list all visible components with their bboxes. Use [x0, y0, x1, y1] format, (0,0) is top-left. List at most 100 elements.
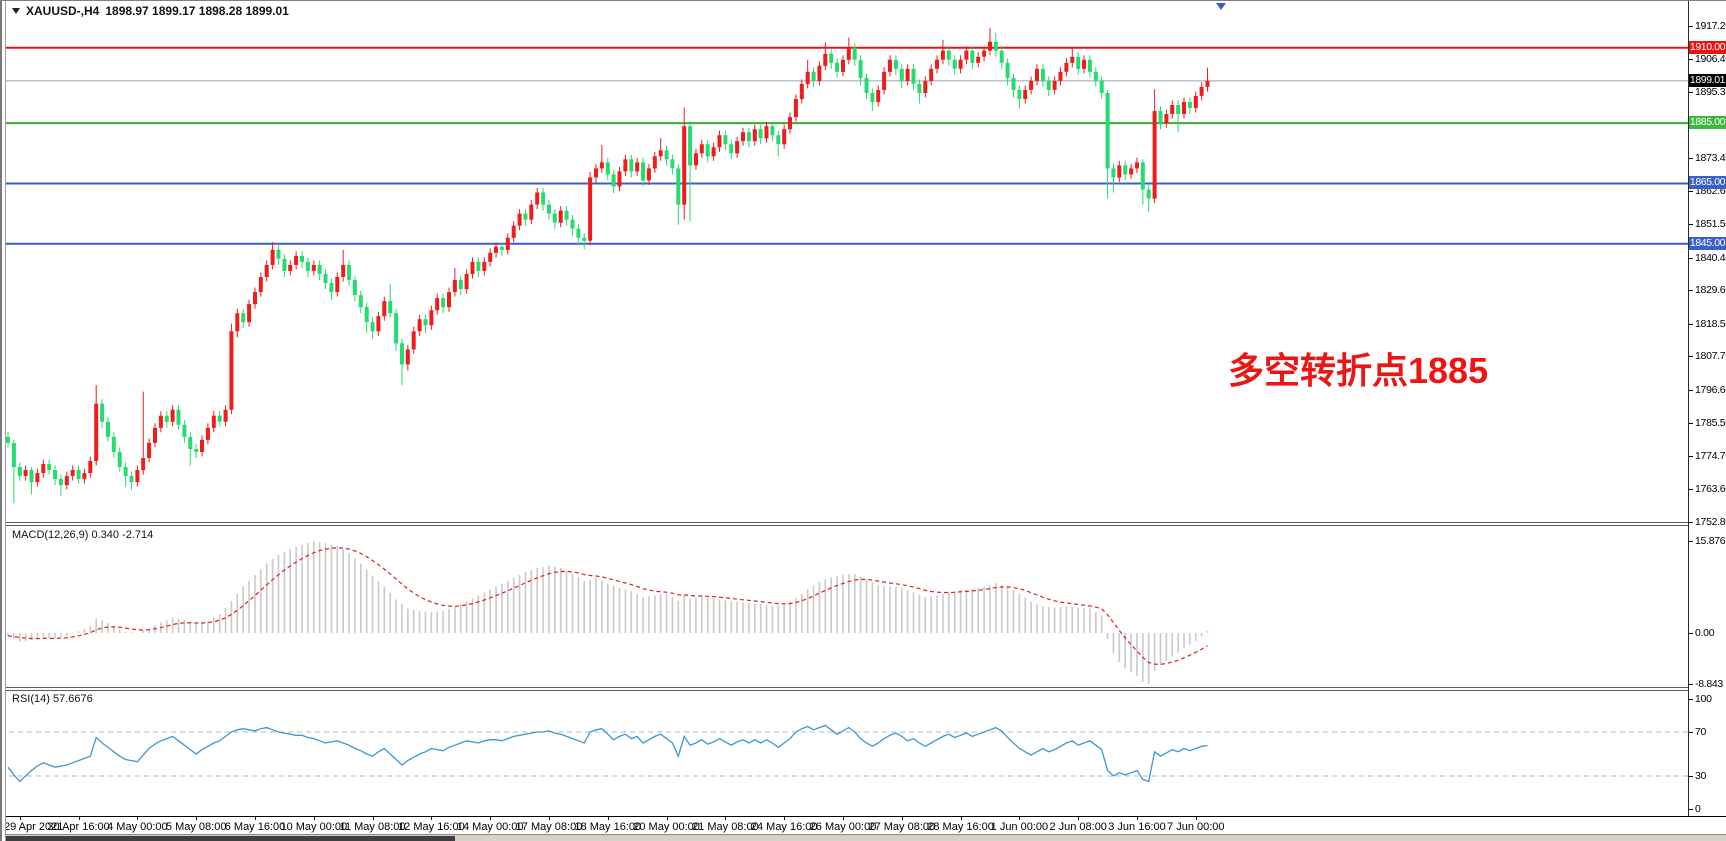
- axis-tick-mark: [1689, 224, 1693, 225]
- time-label: 12 May 16:00: [398, 821, 465, 833]
- candle-body: [370, 322, 375, 332]
- candle-body: [88, 461, 93, 474]
- candle-body: [617, 171, 622, 187]
- candle: [993, 32, 998, 57]
- candle: [47, 459, 52, 475]
- time-label: 26 May 00:00: [809, 821, 877, 833]
- candle: [111, 432, 116, 458]
- macd-panel[interactable]: [0, 526, 1688, 687]
- candle: [864, 73, 869, 99]
- candle: [917, 79, 922, 104]
- rsi-panel[interactable]: [0, 691, 1688, 816]
- candle-body: [488, 252, 493, 262]
- candle: [523, 209, 528, 226]
- main-price-chart[interactable]: 多空转折点1885: [0, 1, 1688, 524]
- panel-separator[interactable]: [0, 522, 1688, 526]
- panel-separator[interactable]: [0, 687, 1688, 691]
- time-axis[interactable]: 29 Apr 2021 30 Apr 16:00 4 May 00:00 5 May …: [0, 816, 1726, 834]
- price-axis[interactable]: 1917.201906.401895.301873.401862.601851.…: [1689, 1, 1726, 833]
- candle: [458, 275, 463, 296]
- candle: [664, 145, 669, 166]
- price-plate-1865.00: 1865.00: [1689, 176, 1726, 189]
- candle-body: [205, 427, 210, 440]
- candle-body: [494, 246, 498, 253]
- candle: [1105, 90, 1110, 199]
- candle: [776, 130, 781, 157]
- candle-body: [341, 264, 346, 277]
- candle-body: [47, 464, 52, 470]
- candle: [835, 58, 840, 78]
- rsi-tick-label: 0: [1695, 803, 1701, 815]
- axis-tick-mark: [1689, 522, 1693, 523]
- candle-body: [106, 421, 110, 437]
- candle: [929, 64, 934, 86]
- candle: [511, 221, 516, 243]
- candle-body: [141, 458, 146, 471]
- candle-body: [329, 283, 334, 292]
- candle-body: [417, 319, 422, 332]
- candle: [247, 299, 252, 327]
- candle-body: [276, 249, 281, 259]
- scrollbar-thumb[interactable]: [0, 836, 455, 841]
- price-plate-1899.01: 1899.01: [1689, 74, 1726, 87]
- candle-body: [1087, 59, 1092, 72]
- candle-body: [29, 470, 34, 483]
- candle: [741, 127, 745, 146]
- price-plate-1885.00: 1885.00: [1689, 116, 1726, 129]
- candle: [829, 49, 834, 69]
- candle-body: [1093, 71, 1098, 81]
- time-tick-mark: [843, 817, 844, 820]
- candle-body: [652, 156, 657, 169]
- candle: [629, 154, 634, 178]
- candle-body: [482, 261, 487, 271]
- candle-body: [6, 436, 10, 443]
- rsi-tick-label: 70: [1695, 726, 1707, 738]
- candle: [1011, 73, 1016, 98]
- horizontal-scrollbar[interactable]: [0, 834, 1726, 841]
- candle: [205, 423, 210, 445]
- candle: [329, 278, 334, 300]
- candle: [529, 200, 534, 225]
- time-tick-mark: [490, 817, 492, 820]
- candle: [1040, 64, 1045, 87]
- candle-body: [699, 144, 704, 154]
- annotation-text[interactable]: 多空转折点1885: [1228, 350, 1488, 391]
- candle: [858, 55, 863, 86]
- candle-body: [1005, 62, 1010, 78]
- candle-body: [635, 162, 640, 172]
- time-label: 1 Jun 00:00: [990, 821, 1049, 833]
- candle: [1046, 76, 1051, 96]
- candle-body: [17, 467, 22, 476]
- candle-body: [1023, 90, 1028, 99]
- candle-body: [300, 255, 304, 262]
- candle: [976, 52, 981, 68]
- symbol-dropdown-icon[interactable]: [12, 8, 20, 14]
- candle-body: [776, 135, 781, 145]
- candle-body: [217, 415, 222, 422]
- time-tick-mark: [137, 817, 139, 820]
- candle-body: [770, 126, 775, 136]
- candle-body: [864, 77, 869, 93]
- candle-body: [111, 436, 116, 452]
- time-label: 18 May 16:00: [574, 821, 642, 833]
- candle-body: [817, 65, 822, 81]
- candle-body: [182, 424, 187, 437]
- candle-body: [11, 442, 16, 467]
- candle-body: [323, 274, 328, 283]
- axis-tick-mark: [1689, 26, 1693, 27]
- candle: [658, 138, 663, 161]
- candle-body: [570, 219, 575, 229]
- candle: [958, 55, 963, 74]
- candle-body: [982, 50, 987, 57]
- chart-shift-marker-icon[interactable]: [1216, 3, 1226, 10]
- candle-body: [835, 62, 840, 72]
- candle: [676, 163, 681, 226]
- candle: [311, 260, 316, 276]
- candle-body: [888, 59, 892, 72]
- candle-body: [58, 479, 63, 486]
- candle-body: [611, 174, 616, 187]
- candle: [388, 283, 393, 318]
- candle-body: [911, 68, 916, 84]
- candle-body: [623, 159, 628, 172]
- candle-body: [1040, 68, 1045, 81]
